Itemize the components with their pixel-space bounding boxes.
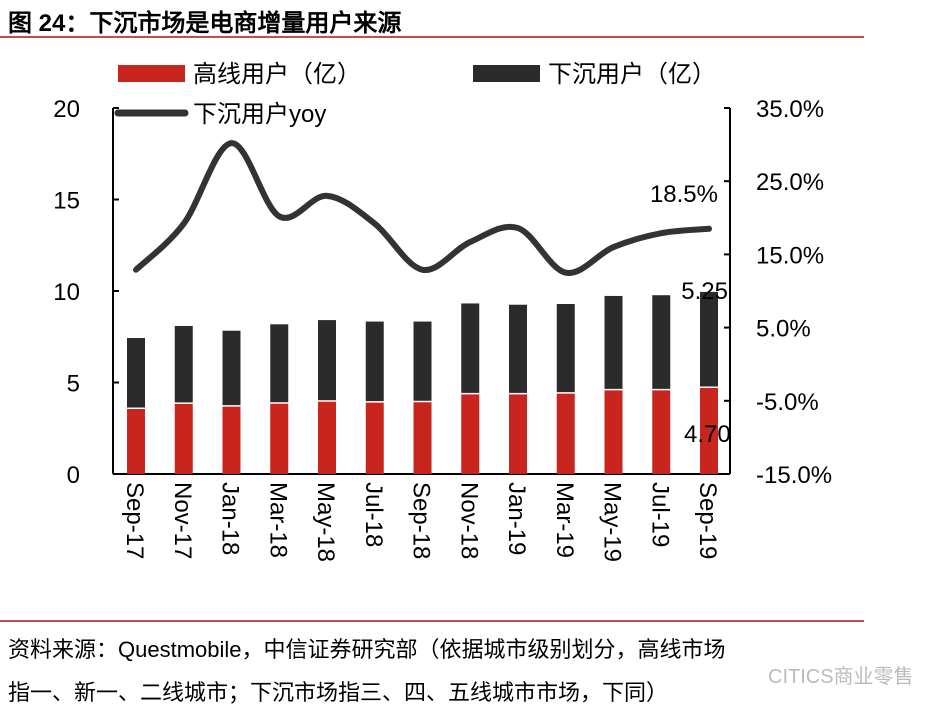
source-line-2: 指一、新一、二线城市；下沉市场指三、四、五线城市市场，下同）	[8, 680, 669, 705]
bar-lower-tier	[509, 304, 527, 393]
bar-lower-tier	[270, 324, 289, 403]
left-tick-label: 15	[53, 188, 80, 215]
right-tick-label: 5.0%	[756, 316, 811, 343]
bar-lower-tier	[461, 303, 480, 393]
bar-high-tier	[127, 409, 145, 474]
x-tick-label: Nov-17	[169, 482, 196, 559]
chart: 0 5 10 15 20 -15.0% -5.0% 5.0% 15.0% 25.0% 35.0% Se…	[53, 61, 832, 562]
x-tick-label: May-18	[312, 482, 339, 562]
bar-lower-tier	[652, 295, 671, 389]
bar-lower-tier	[174, 325, 193, 403]
bar-high-tier	[222, 406, 241, 474]
x-tick-label: Mar-18	[264, 482, 291, 558]
bar-lower-tier	[413, 321, 432, 401]
data-label-yoy: 18.5%	[650, 181, 718, 208]
bar-lower-tier	[318, 320, 336, 401]
data-label-lower: 5.25	[681, 278, 728, 305]
bar-high-tier	[604, 390, 623, 474]
left-tick-label: 20	[53, 96, 80, 123]
x-tick-label: Jan-18	[217, 482, 244, 555]
bar-lower-tier	[604, 295, 623, 389]
bar-high-tier	[700, 387, 718, 474]
bar-high-tier	[365, 402, 384, 474]
right-tick-label: -15.0%	[756, 462, 832, 489]
footer-divider	[0, 620, 864, 622]
left-tick-label: 0	[67, 462, 80, 489]
legend-label-lower-tier: 下沉用户（亿）	[548, 61, 716, 88]
yoy-line	[133, 140, 712, 276]
legend-swatch-high-tier	[118, 65, 185, 82]
data-label-high: 4.70	[684, 421, 731, 448]
bar-high-tier	[652, 390, 671, 474]
x-tick-label: Sep-17	[121, 482, 148, 559]
right-tick-label: 15.0%	[756, 242, 824, 269]
bar-lower-tier	[222, 330, 241, 406]
right-tick-label: -5.0%	[756, 389, 819, 416]
figure-title: 图 24：下沉市场是电商增量用户来源	[8, 10, 402, 37]
left-tick-label: 5	[67, 371, 80, 398]
bar-lower-tier	[700, 291, 718, 387]
x-tick-label: Mar-19	[551, 482, 578, 558]
source-line-1: 资料来源：Questmobile，中信证券研究部（依据城市级别划分，高线市场	[8, 637, 726, 662]
x-tick-label: Jul-19	[646, 482, 673, 547]
bar-high-tier	[270, 403, 289, 474]
bar-high-tier	[461, 394, 480, 474]
bar-high-tier	[509, 394, 527, 474]
watermark: CITICS商业零售	[768, 666, 914, 688]
x-tick-label: May-19	[599, 482, 626, 562]
x-tick-label: Jul-18	[360, 482, 387, 547]
bar-high-tier	[556, 393, 575, 474]
bar-high-tier	[318, 401, 336, 474]
x-tick-label: Jan-19	[503, 482, 530, 555]
legend-label-yoy: 下沉用户yoy	[193, 101, 326, 128]
bar-lower-tier	[556, 303, 575, 393]
bar-lower-tier	[365, 321, 384, 402]
legend-swatch-lower-tier	[473, 65, 540, 82]
bar-high-tier	[413, 402, 432, 474]
bar-lower-tier	[127, 338, 145, 408]
legend-label-high-tier: 高线用户（亿）	[193, 61, 361, 88]
title-divider	[0, 36, 864, 38]
right-tick-label: 35.0%	[756, 96, 824, 123]
x-tick-label: Sep-19	[694, 482, 721, 559]
x-tick-label: Nov-18	[455, 482, 482, 559]
x-tick-label: Sep-18	[408, 482, 435, 559]
left-tick-label: 10	[53, 279, 80, 306]
right-tick-label: 25.0%	[756, 169, 824, 196]
bar-high-tier	[174, 403, 193, 474]
